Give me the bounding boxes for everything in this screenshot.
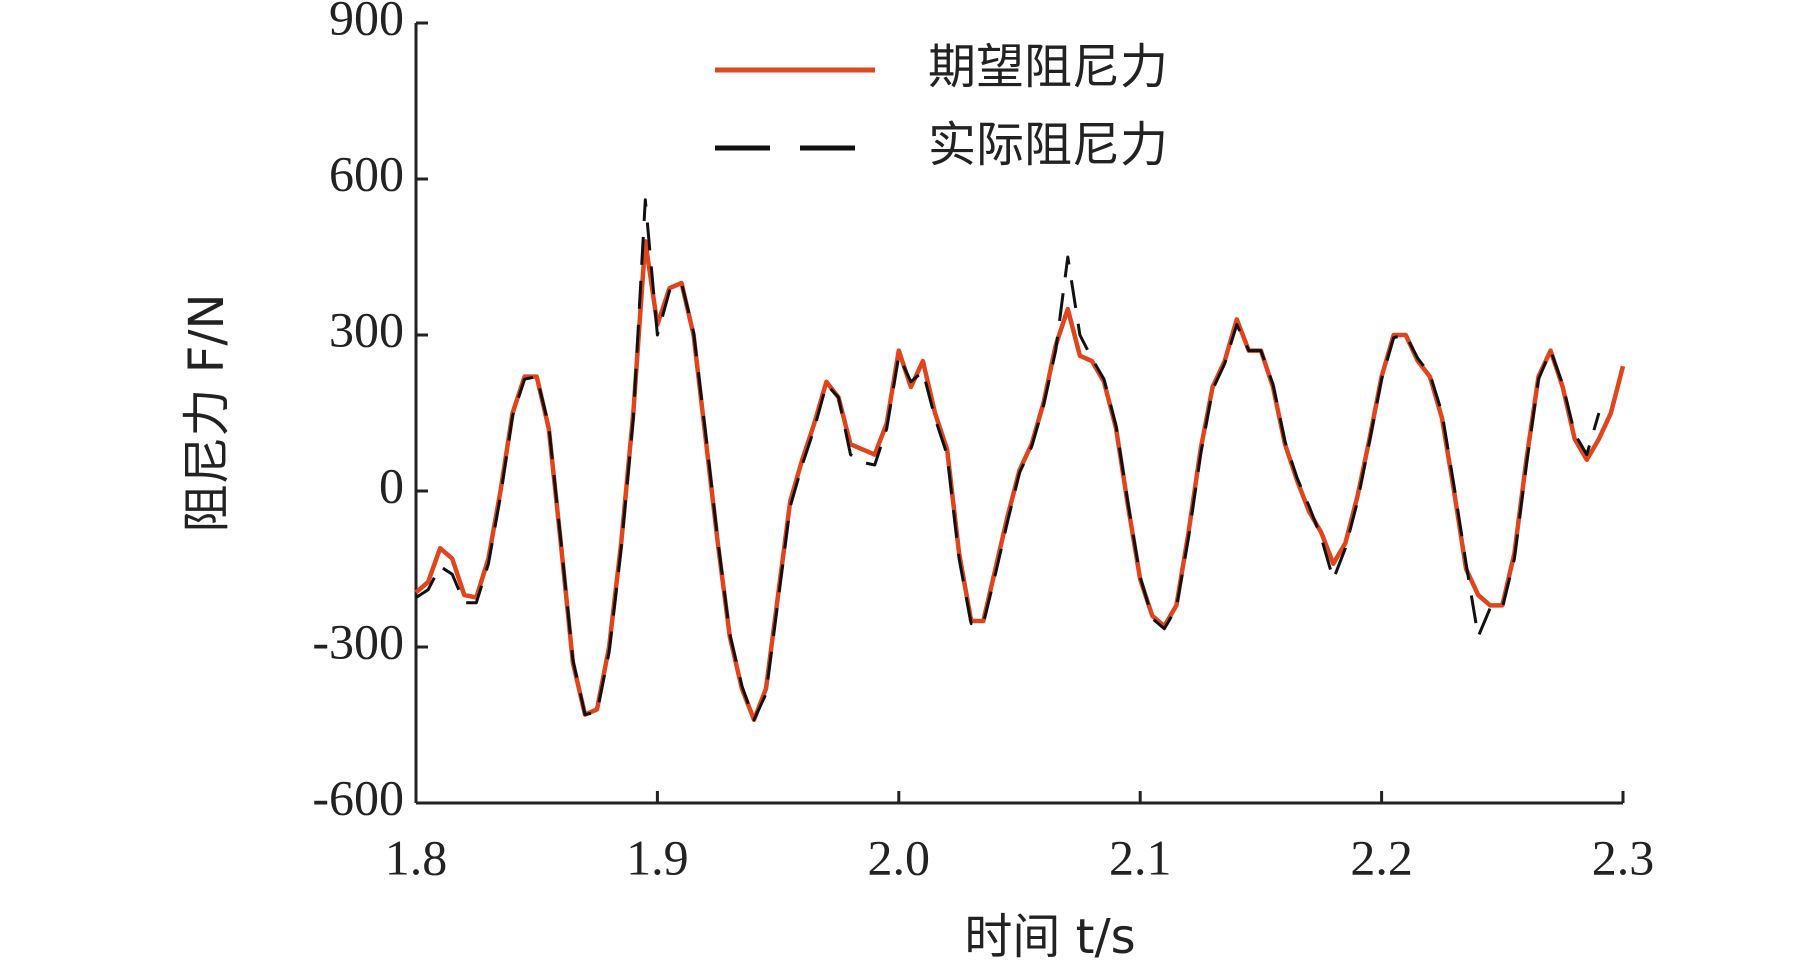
x-tick-label: 2.2 — [1350, 829, 1413, 885]
x-axis-label: 时间 t/s — [964, 909, 1135, 965]
y-tick-label: 900 — [329, 0, 404, 45]
legend-label: 期望阻尼力 — [928, 39, 1168, 95]
series-line — [415, 198, 1601, 722]
x-tick-label: 2.0 — [868, 829, 931, 885]
y-tick-label: 300 — [329, 301, 404, 357]
y-tick-label: -600 — [312, 769, 404, 825]
x-tick-label: 2.3 — [1592, 829, 1655, 885]
series-line — [414, 239, 1626, 723]
y-tick-label: -300 — [312, 613, 404, 669]
y-axis-label: 阻尼力 F/N — [179, 294, 235, 533]
x-tick-label: 1.8 — [385, 829, 448, 885]
y-tick-label: 0 — [379, 457, 404, 513]
y-tick-label: 600 — [329, 145, 404, 201]
x-tick-label: 2.1 — [1109, 829, 1172, 885]
legend-label: 实际阻尼力 — [928, 117, 1168, 173]
x-tick-label: 1.9 — [626, 829, 689, 885]
